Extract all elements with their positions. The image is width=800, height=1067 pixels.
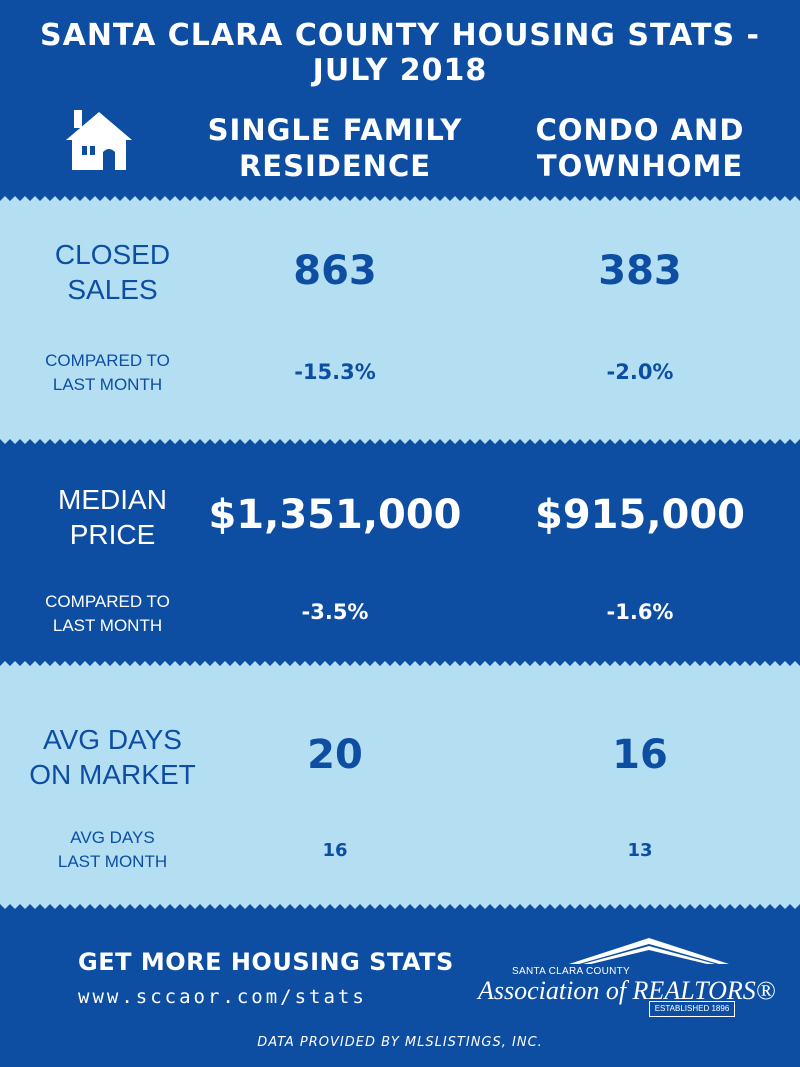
closed-sales-sfr-value: 863 bbox=[293, 248, 377, 294]
page-title: SANTA CLARA COUNTY HOUSING STATS - JULY … bbox=[40, 18, 760, 88]
roof-icon bbox=[569, 938, 729, 964]
logo-county-text: SANTA CLARA COUNTY bbox=[512, 966, 631, 977]
label-line: COMPARED TO bbox=[45, 592, 170, 611]
realtors-logo: SANTA CLARA COUNTY Association of REALTO… bbox=[474, 936, 776, 1017]
label-line: LAST MONTH bbox=[52, 616, 163, 635]
label-line: CLOSED bbox=[54, 239, 171, 270]
days-on-market-sfr-value: 20 bbox=[307, 732, 363, 778]
days-last-month-condo-value: 13 bbox=[627, 840, 653, 861]
label-line: ON MARKET bbox=[29, 759, 196, 790]
label-line: LAST MONTH bbox=[52, 375, 163, 394]
closed-sales-label: CLOSED SALES bbox=[20, 237, 205, 307]
label-line: COMPARED TO bbox=[45, 351, 170, 370]
zigzag-divider bbox=[0, 196, 800, 206]
label-line: SALES bbox=[67, 274, 158, 305]
logo-association-text: Association of REALTORS® bbox=[478, 976, 776, 1005]
days-on-market-section bbox=[0, 670, 800, 900]
median-price-compare-label: COMPARED TO LAST MONTH bbox=[15, 590, 200, 638]
closed-sales-compare-label: COMPARED TO LAST MONTH bbox=[15, 349, 200, 397]
column-header-condo: CONDO AND TOWNHOME bbox=[510, 112, 770, 184]
label-line: AVG DAYS bbox=[42, 724, 182, 755]
closed-sales-sfr-change: -15.3% bbox=[294, 360, 376, 384]
median-price-condo-change: -1.6% bbox=[606, 600, 674, 624]
zigzag-divider bbox=[0, 434, 800, 444]
column-header-line: TOWNHOME bbox=[536, 149, 744, 183]
label-line: LAST MONTH bbox=[57, 852, 168, 871]
label-line: PRICE bbox=[69, 519, 156, 550]
stats-link[interactable]: www.sccaor.com/stats bbox=[78, 986, 367, 1008]
column-header-line: RESIDENCE bbox=[238, 149, 432, 183]
house-icon bbox=[62, 108, 136, 172]
column-header-line: CONDO AND bbox=[535, 113, 745, 147]
median-price-condo-value: $915,000 bbox=[534, 492, 746, 538]
days-last-month-label: AVG DAYS LAST MONTH bbox=[20, 826, 205, 874]
column-header-line: SINGLE FAMILY bbox=[207, 113, 463, 147]
closed-sales-section bbox=[0, 205, 800, 435]
days-on-market-condo-value: 16 bbox=[612, 732, 668, 778]
closed-sales-condo-value: 383 bbox=[598, 248, 682, 294]
data-credit: DATA PROVIDED BY MLSLISTINGS, INC. bbox=[257, 1035, 543, 1050]
column-header-single-family: SINGLE FAMILY RESIDENCE bbox=[200, 112, 470, 184]
zigzag-divider bbox=[0, 661, 800, 671]
get-more-stats-heading: GET MORE HOUSING STATS bbox=[78, 948, 454, 976]
median-price-sfr-value: $1,351,000 bbox=[208, 492, 462, 538]
days-last-month-sfr-value: 16 bbox=[322, 840, 348, 861]
days-on-market-label: AVG DAYS ON MARKET bbox=[15, 722, 210, 792]
logo-established-text: ESTABLISHED 1896 bbox=[649, 1001, 735, 1017]
median-price-sfr-change: -3.5% bbox=[301, 600, 369, 624]
label-line: AVG DAYS bbox=[70, 828, 155, 847]
median-price-label: MEDIAN PRICE bbox=[20, 482, 205, 552]
zigzag-divider bbox=[0, 899, 800, 909]
closed-sales-condo-change: -2.0% bbox=[606, 360, 674, 384]
label-line: MEDIAN bbox=[58, 484, 167, 515]
